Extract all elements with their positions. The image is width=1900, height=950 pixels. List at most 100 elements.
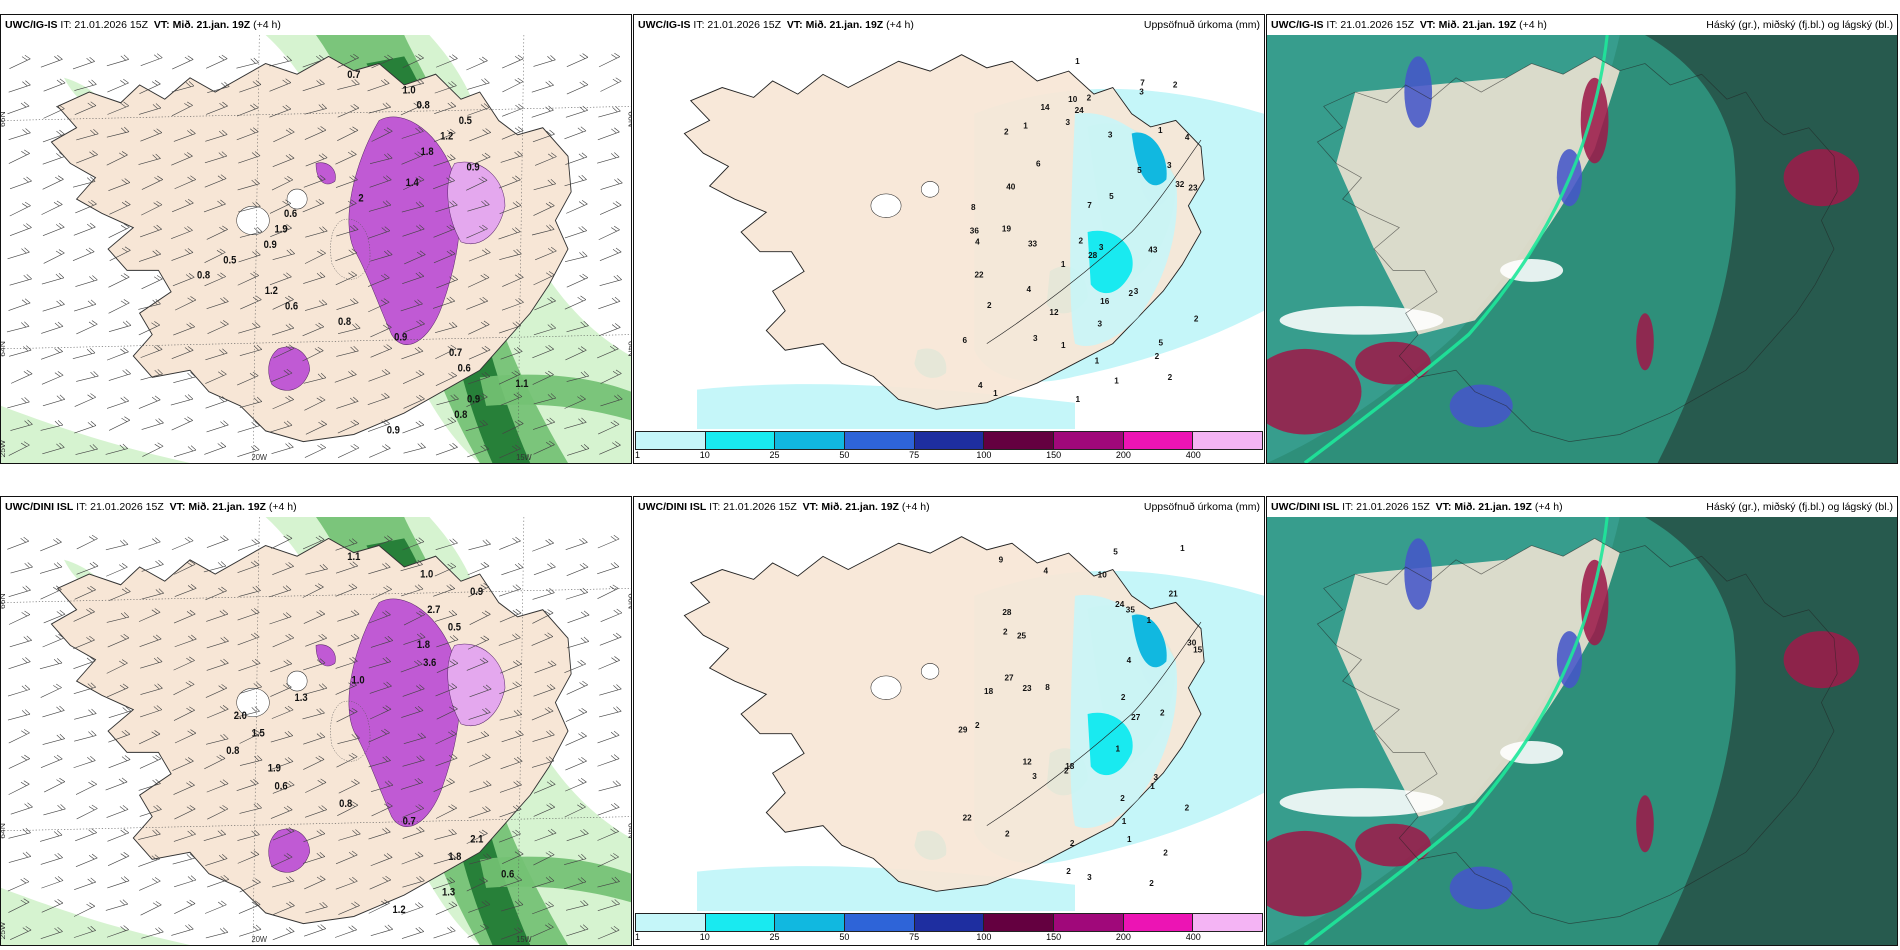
wind-barb [500,392,523,406]
wind-barb [597,127,620,141]
wind-barb [565,732,587,746]
wind-barb [269,104,292,118]
wind-barb [237,706,260,718]
wind-barb [467,103,490,116]
wind-barb [302,851,326,864]
wind-barb [467,78,490,90]
wind-barb [108,369,131,381]
wind-barb [138,249,161,262]
precip-value-label: 7 [1140,77,1145,87]
colorbar-tick-label: 10 [699,932,710,942]
wind-barb [597,899,620,911]
snow-value-label: 1.8 [420,147,433,159]
wind-barb [467,273,490,288]
wind-barb [533,850,555,866]
wind-barb [239,682,262,694]
wind-barb [370,344,393,358]
snow-value-label: 1.5 [252,728,265,740]
colorbar-cell [775,432,846,449]
panel-title: Háský (gr.), miðský (fj.bl.) og lágský (… [1706,19,1893,31]
wind-barb [302,535,325,550]
lead-time: (+4 h) [1534,501,1563,513]
wind-barb [435,804,457,819]
wind-barb [271,176,293,191]
valid-time: Mið. 21.jan. 19Z [1438,19,1517,31]
precip-value-label: 2 [987,300,992,310]
model-label: UWC/IG-IS [638,19,691,31]
wind-barb [75,853,98,867]
precip-value-label: 2 [1168,372,1173,382]
wind-barb [337,733,360,744]
wind-barb [76,561,99,575]
init-time: IT: 21.01.2026 15Z [693,19,781,31]
precip-value-label: 1 [993,388,998,398]
precip-area-land [1131,614,1167,668]
wind-barb [533,178,556,191]
wind-barb [534,660,557,674]
wind-barb [564,226,587,239]
wind-barb [7,684,31,697]
wind-barb [140,53,163,66]
wind-map: 66N 64N 25W 66N 64N 20W 15W 1.1 1.0 0.9 2.7 0.5 1.8 3… [1,517,631,945]
wind-barb [336,752,358,768]
lead-time: (+4 h) [268,501,297,513]
wind-barb [597,802,620,816]
wind-barb [173,781,195,795]
wind-barb [468,582,490,598]
wind-barb [533,393,557,405]
colorbar-tick-label: 100 [976,932,992,942]
wind-barb [402,271,425,285]
wind-barb [273,901,295,915]
wind-barb [403,442,426,454]
wind-barb [402,370,425,384]
wind-barb [532,923,554,937]
snow-value-label: 2.1 [470,834,483,846]
precip-value-label: 27 [1131,712,1140,722]
wind-barb [141,418,164,430]
wind-barb [368,226,391,239]
snow-value-label: 1.8 [417,640,430,652]
wind-barb [203,199,226,213]
wind-barb [434,609,458,622]
wind-barb [532,901,554,915]
wind-barb [8,898,30,913]
precip-value-label: 2 [1149,878,1154,888]
precip-value-label: 2 [1121,692,1126,702]
wind-barb [106,126,130,138]
wind-barb [171,226,193,239]
wind-barb [205,586,227,601]
precip-value-label: 2 [1087,92,1092,102]
wind-barb [8,441,30,456]
wind-barb [469,753,491,767]
longitude-line [252,517,260,945]
wind-barb [436,394,459,406]
wind-barb [337,633,360,647]
wind-barb [400,777,423,790]
wind-barb [139,754,162,769]
wind-barb [142,442,164,457]
precip-value-label: 1 [1122,816,1127,826]
wind-barb [42,705,65,718]
wind-barb [402,224,425,237]
wind-barb [42,394,66,407]
wind-barb [271,853,293,868]
wind-barb [566,924,589,937]
wind-barb [567,610,590,624]
snow-value-label: 0.9 [387,425,400,437]
wind-barb [304,875,326,890]
longitude-line [517,517,525,945]
wind-barb [564,877,587,890]
wind-barb [206,420,229,433]
wind-barb [468,707,491,720]
wind-barb [368,562,391,575]
panel-cloud-0: UWC/IG-IS IT: 21.01.2026 15Z VT: Mið. 21… [1266,14,1898,464]
wind-barb [41,321,64,334]
wind-barb [9,223,32,236]
wind-barb [204,900,227,914]
colorbar: 1 10 25 50 75 100 150 200 400 [634,429,1264,463]
wind-barb [107,876,130,889]
valid-time: Mið. 21.jan. 19Z [805,19,884,31]
wind-barb [370,924,393,937]
precip-value-label: 7 [1087,200,1092,210]
